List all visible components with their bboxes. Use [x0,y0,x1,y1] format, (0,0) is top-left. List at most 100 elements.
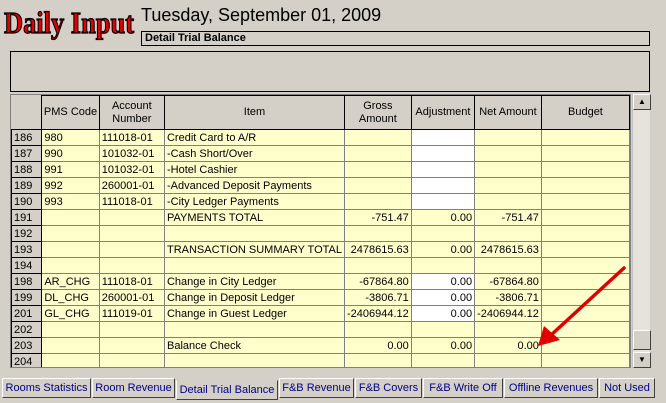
net-amount-cell[interactable]: 2478615.63 [474,241,542,258]
column-header-budget[interactable]: Budget [540,95,630,130]
row-number[interactable]: 193 [11,241,43,258]
adjustment-cell[interactable] [410,177,476,194]
adjustment-cell[interactable] [410,321,476,338]
gross-amount-cell[interactable] [344,321,412,338]
tab-f-b-revenue[interactable]: F&B Revenue [279,378,354,398]
net-amount-cell[interactable] [474,353,542,367]
gross-amount-cell[interactable] [344,177,412,194]
account-number-cell[interactable] [98,257,165,274]
account-number-cell[interactable] [98,337,165,354]
item-cell[interactable] [163,353,346,367]
table-row[interactable]: 187 990 101032-01 -Cash Short/Over [11,145,630,162]
account-number-cell[interactable]: 111019-01 [98,305,165,322]
row-number[interactable]: 187 [11,145,43,162]
gross-amount-cell[interactable] [344,225,412,242]
gross-amount-cell[interactable] [344,193,412,210]
tab-not-used[interactable]: Not Used [599,378,655,398]
adjustment-cell[interactable] [410,129,476,146]
gross-amount-cell[interactable]: -2406944.12 [344,305,412,322]
column-header-gross-amount[interactable]: Gross Amount [344,95,412,130]
pms-code-cell[interactable]: 991 [41,161,100,178]
table-row[interactable]: 194 [11,257,630,274]
row-number[interactable]: 204 [11,353,43,367]
net-amount-cell[interactable]: 0.00 [474,337,542,354]
row-number[interactable]: 189 [11,177,43,194]
account-number-cell[interactable] [98,353,165,367]
table-row[interactable]: 189 992 260001-01 -Advanced Deposit Payment… [11,177,630,194]
column-header-adjustment[interactable]: Adjustment [410,95,476,130]
table-row[interactable]: 199 DL_CHG 260001-01 Change in Deposit Ledg… [11,289,630,306]
budget-cell[interactable] [540,337,630,354]
net-amount-cell[interactable]: -3806.71 [474,289,542,306]
pms-code-cell[interactable]: 980 [41,129,100,146]
net-amount-cell[interactable] [474,129,542,146]
table-row[interactable]: 198 AR_CHG 111018-01 Change in City Ledger -… [11,273,630,290]
column-header-item[interactable]: Item [163,95,346,130]
pms-code-cell[interactable]: 990 [41,145,100,162]
item-cell[interactable] [163,225,346,242]
row-number[interactable]: 203 [11,337,43,354]
net-amount-cell[interactable]: -751.47 [474,209,542,226]
adjustment-cell[interactable]: 0.00 [410,273,476,290]
item-cell[interactable] [163,257,346,274]
account-number-cell[interactable] [98,225,165,242]
gross-amount-cell[interactable] [344,145,412,162]
budget-cell[interactable] [540,321,630,338]
net-amount-cell[interactable] [474,177,542,194]
gross-amount-cell[interactable] [344,161,412,178]
table-row[interactable]: 186 980 111018-01 Credit Card to A/R [11,129,630,146]
pms-code-cell[interactable] [41,225,100,242]
account-number-cell[interactable] [98,241,165,258]
account-number-cell[interactable]: 111018-01 [98,193,165,210]
pms-code-cell[interactable] [41,353,100,367]
budget-cell[interactable] [540,129,630,146]
account-number-cell[interactable]: 260001-01 [98,289,165,306]
column-header-net-amount[interactable]: Net Amount [474,95,542,130]
row-number[interactable]: 191 [11,209,43,226]
row-number[interactable]: 186 [11,129,43,146]
table-row[interactable]: 191 PAYMENTS TOTAL -751.47 0.00 -751.47 [11,209,630,226]
adjustment-cell[interactable]: 0.00 [410,241,476,258]
adjustment-cell[interactable] [410,225,476,242]
adjustment-cell[interactable]: 0.00 [410,305,476,322]
scroll-down-icon[interactable]: ▼ [633,352,651,368]
scroll-up-icon[interactable]: ▲ [633,94,651,110]
account-number-cell[interactable]: 101032-01 [98,161,165,178]
column-header-account-number[interactable]: Account Number [98,95,165,130]
budget-cell[interactable] [540,241,630,258]
budget-cell[interactable] [540,161,630,178]
trial-balance-grid[interactable]: PMS Code Account Number Item Gross Amoun… [10,94,631,368]
tab-detail-trial-balance[interactable]: Detail Trial Balance [176,380,278,400]
net-amount-cell[interactable] [474,225,542,242]
tab-offline-revenues[interactable]: Offline Revenues [504,378,598,398]
row-number[interactable]: 190 [11,193,43,210]
row-number[interactable]: 201 [11,305,43,322]
row-number[interactable]: 202 [11,321,43,338]
pms-code-cell[interactable]: 993 [41,193,100,210]
gross-amount-cell[interactable]: -751.47 [344,209,412,226]
gross-amount-cell[interactable]: -3806.71 [344,289,412,306]
adjustment-cell[interactable] [410,353,476,367]
table-row[interactable]: 188 991 101032-01 -Hotel Cashier [11,161,630,178]
gross-amount-cell[interactable]: 0.00 [344,337,412,354]
net-amount-cell[interactable]: -2406944.12 [474,305,542,322]
pms-code-cell[interactable]: 992 [41,177,100,194]
vertical-scrollbar[interactable]: ▲ ▼ [632,94,651,368]
table-row[interactable]: 204 [11,353,630,367]
pms-code-cell[interactable]: DL_CHG [41,289,100,306]
table-row[interactable]: 203 Balance Check 0.00 0.00 0.00 [11,337,630,354]
table-row[interactable]: 201 GL_CHG 111019-01 Change in Guest Ledger… [11,305,630,322]
pms-code-cell[interactable]: GL_CHG [41,305,100,322]
table-row[interactable]: 192 [11,225,630,242]
row-number[interactable]: 194 [11,257,43,274]
budget-cell[interactable] [540,289,630,306]
item-cell[interactable]: -Advanced Deposit Payments [163,177,346,194]
gross-amount-cell[interactable] [344,129,412,146]
adjustment-cell[interactable] [410,145,476,162]
table-row[interactable]: 190 993 111018-01 -City Ledger Payments [11,193,630,210]
account-number-cell[interactable]: 111018-01 [98,129,165,146]
budget-cell[interactable] [540,209,630,226]
account-number-cell[interactable]: 111018-01 [98,273,165,290]
net-amount-cell[interactable] [474,161,542,178]
adjustment-cell[interactable] [410,161,476,178]
